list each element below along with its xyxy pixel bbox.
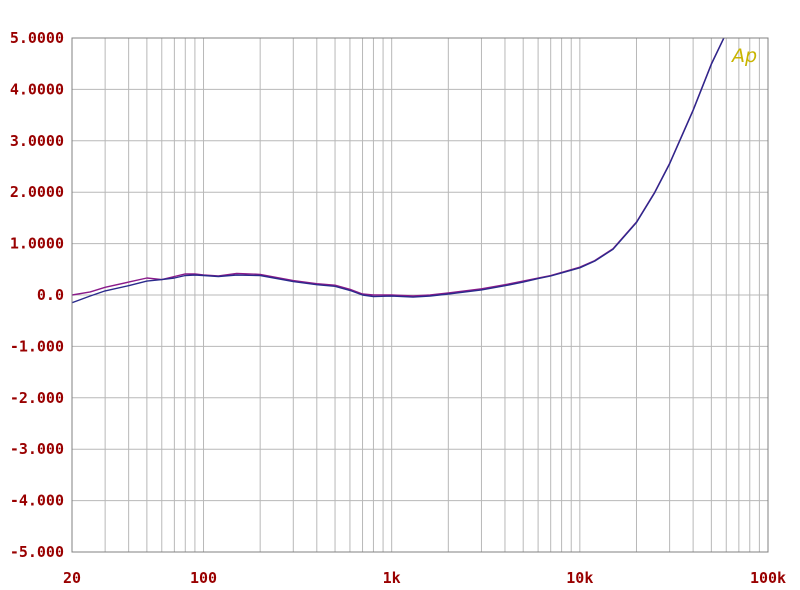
y-tick-label: 3.0000 [10, 132, 64, 150]
x-tick-label: 20 [63, 569, 81, 587]
series-lines [72, 38, 725, 304]
x-axis-tick-labels: 20 100 1k 10k 100k [63, 569, 786, 587]
x-tick-label: 1k [383, 569, 401, 587]
y-tick-label: -2.000 [10, 389, 64, 407]
y-tick-label: 4.0000 [10, 80, 64, 98]
y-tick-label: 0.0 [37, 286, 64, 304]
y-tick-label: 5.0000 [10, 29, 64, 47]
y-tick-label: -4.000 [10, 492, 64, 510]
x-tick-label: 10k [566, 569, 593, 587]
y-axis-tick-labels: 5.0000 4.0000 3.0000 2.0000 1.0000 0.0 -1.000 -… [10, 29, 64, 561]
ap-logo: Ap [730, 45, 757, 67]
series-line-1 [72, 38, 725, 297]
x-tick-label: 100 [190, 569, 217, 587]
series-line-2 [72, 38, 725, 304]
y-tick-label: -3.000 [10, 440, 64, 458]
y-tick-label: -5.000 [10, 543, 64, 561]
y-tick-label: 1.0000 [10, 235, 64, 253]
y-tick-label: 2.0000 [10, 183, 64, 201]
y-tick-label: -1.000 [10, 337, 64, 355]
x-tick-label: 100k [750, 569, 786, 587]
plot-border [71, 37, 769, 553]
